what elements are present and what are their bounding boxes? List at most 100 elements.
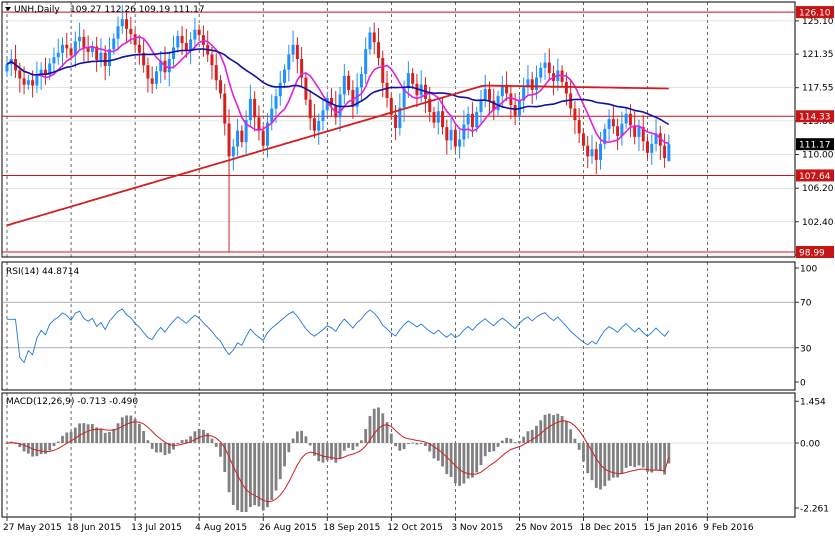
candle-body (210, 54, 214, 66)
macd-bar (52, 443, 56, 447)
macd-bar (342, 443, 346, 451)
candle-body (253, 98, 257, 118)
rsi-tick-label: 100 (800, 265, 817, 275)
candle-body (624, 113, 628, 124)
time-label: 15 Jan 2016 (644, 523, 698, 533)
candle-body (257, 117, 261, 131)
candle-body (650, 143, 654, 153)
macd-bar (304, 436, 308, 443)
macd-bar (180, 440, 184, 443)
rsi-tick-label: 70 (800, 299, 812, 309)
macd-bar (108, 432, 111, 443)
time-label: 12 Oct 2015 (387, 523, 443, 533)
candle-body (534, 77, 538, 90)
macd-bar (214, 443, 218, 447)
macd-bar (137, 423, 141, 443)
candle-body (334, 105, 338, 118)
candle-body (347, 75, 351, 90)
rsi-tick-label: 30 (800, 344, 812, 354)
macd-bar (629, 443, 632, 467)
candle-body (466, 113, 470, 125)
ma-fast-line (6, 35, 669, 145)
macd-bar (471, 443, 474, 478)
candle-body (470, 113, 474, 128)
macd-bar (56, 441, 60, 443)
time-label: 18 Dec 2015 (579, 523, 637, 533)
macd-bar (453, 443, 457, 484)
candle-body (73, 41, 77, 56)
time-label: 13 Jul 2015 (131, 523, 182, 533)
macd-bar (244, 443, 248, 512)
macd-bar (641, 443, 645, 468)
candle-body (69, 48, 73, 56)
macd-bar (658, 443, 662, 471)
candle-body (312, 118, 316, 131)
macd-bar (142, 431, 146, 443)
candle-body (137, 44, 141, 53)
candle-body (133, 34, 137, 45)
candle-body (172, 47, 176, 59)
macd-bar (402, 443, 406, 450)
candle-body (231, 146, 235, 157)
macd-bar (61, 435, 64, 443)
macd-bar (419, 443, 423, 444)
macd-tick-label: 0.00 (800, 440, 820, 450)
price-tick-label: 102.40 (802, 218, 834, 228)
candle-body (180, 35, 184, 44)
macd-bar (22, 443, 26, 452)
candle-body (428, 98, 432, 113)
macd-bar (441, 443, 444, 467)
candle-body (167, 58, 171, 73)
candle-body (496, 96, 500, 111)
candle-body (26, 80, 30, 85)
candle-body (406, 73, 410, 89)
macd-bar (146, 440, 150, 443)
macd-bar (424, 443, 427, 446)
candle-body (641, 127, 645, 142)
candle-body (48, 63, 52, 75)
candle-body (265, 122, 269, 146)
candle-body (227, 123, 231, 157)
macd-bar (556, 413, 560, 443)
macd-bar (223, 443, 227, 473)
candle-body (505, 85, 509, 94)
dropdown-triangle-icon[interactable] (5, 7, 11, 11)
candle-body (214, 65, 218, 81)
candle-body (82, 36, 86, 48)
macd-bar (253, 443, 257, 506)
macd-bar (313, 443, 316, 456)
candle-body (547, 62, 551, 74)
macd-bar (95, 427, 99, 443)
candle-body (112, 38, 116, 50)
candle-body (236, 130, 240, 147)
macd-bar (325, 443, 329, 461)
macd-bar (637, 443, 641, 466)
macd-bar (577, 443, 581, 450)
price-tag-label: 111.17 (799, 141, 831, 151)
candle-body (364, 49, 368, 75)
candle-body (78, 36, 82, 42)
macd-bar (607, 443, 611, 481)
price-tick-label: 125.10 (802, 17, 834, 27)
macd-bar (560, 416, 564, 443)
macd-bar (193, 431, 197, 443)
time-axis: 27 May 2015 18 Jun 2015 13 Jul 2015 4 Aug 2… (3, 517, 754, 533)
macd-bar (278, 443, 282, 480)
candle-body (31, 80, 35, 86)
macd-bar (133, 418, 137, 443)
macd-bar (360, 440, 363, 443)
macd-bar (48, 443, 52, 451)
candle-body (569, 93, 573, 109)
candle-body (65, 44, 69, 49)
candle-body (308, 99, 312, 119)
macd-bar (355, 443, 359, 447)
macd-bar (91, 423, 94, 443)
candle-body (189, 39, 193, 51)
macd-bar (372, 408, 376, 443)
macd-bar (654, 443, 658, 470)
candle-body (611, 119, 615, 127)
macd-bar (646, 443, 649, 472)
candle-body (125, 19, 129, 29)
candle-body (381, 58, 385, 83)
